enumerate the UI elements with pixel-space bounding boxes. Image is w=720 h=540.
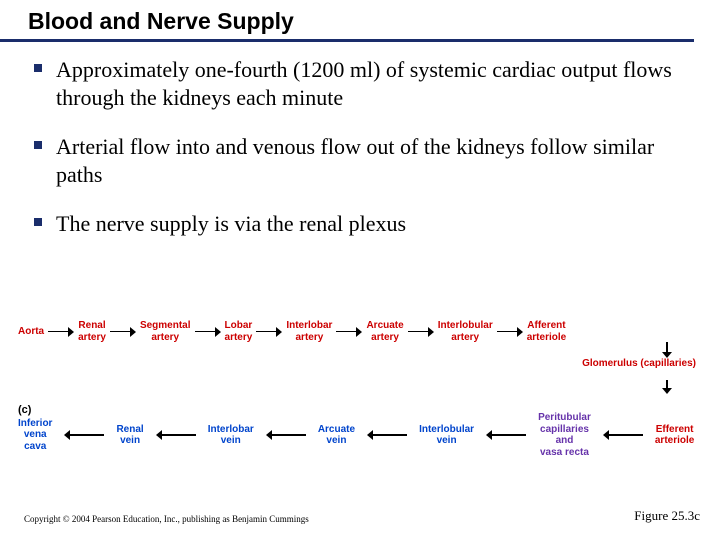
arterial-row: Aorta Renal artery Segmental artery Loba… xyxy=(18,320,702,343)
blood-flow-diagram: Aorta Renal artery Segmental artery Loba… xyxy=(18,320,702,343)
flow-node: Renal vein xyxy=(116,424,143,447)
arrow-right-icon xyxy=(48,327,74,337)
flow-node: Peritubular capillaries and vasa recta xyxy=(538,412,591,458)
arrow-right-icon xyxy=(336,327,362,337)
arrow-left-icon xyxy=(64,430,104,440)
page-title: Blood and Nerve Supply xyxy=(0,0,694,42)
arrow-left-icon xyxy=(603,430,643,440)
figure-reference: Figure 25.3c xyxy=(634,508,700,524)
flow-node: Lobar artery xyxy=(225,320,253,343)
flow-node: Aorta xyxy=(18,326,44,338)
arrow-right-icon xyxy=(195,327,221,337)
arrow-right-icon xyxy=(256,327,282,337)
flow-node: Inferior vena cava xyxy=(18,418,52,453)
flow-node: Interlobar vein xyxy=(208,424,254,447)
bullet-item: Arterial flow into and venous flow out o… xyxy=(56,133,686,188)
flow-node: Afferent arteriole xyxy=(527,320,566,343)
copyright-text: Copyright © 2004 Pearson Education, Inc.… xyxy=(24,514,309,524)
panel-label: (c) xyxy=(18,404,31,416)
arrow-right-icon xyxy=(408,327,434,337)
flow-node: Arcuate vein xyxy=(318,424,355,447)
arrow-right-icon xyxy=(110,327,136,337)
flow-node: Efferent arteriole xyxy=(655,424,694,447)
arrow-down-icon xyxy=(662,342,672,358)
arrow-left-icon xyxy=(486,430,526,440)
bullet-item: Approximately one-fourth (1200 ml) of sy… xyxy=(56,56,686,111)
flow-node: Interlobular artery xyxy=(438,320,493,343)
glomerulus-label: Glomerulus (capillaries) xyxy=(582,358,696,369)
flow-node: Segmental artery xyxy=(140,320,191,343)
arrow-right-icon xyxy=(497,327,523,337)
arrow-left-icon xyxy=(266,430,306,440)
flow-node: Interlobar artery xyxy=(286,320,332,343)
flow-node: Arcuate artery xyxy=(366,320,403,343)
arrow-left-icon xyxy=(367,430,407,440)
flow-node: Interlobular vein xyxy=(419,424,474,447)
bullet-item: The nerve supply is via the renal plexus xyxy=(56,210,686,238)
arrow-down-icon xyxy=(662,380,672,394)
arrow-left-icon xyxy=(156,430,196,440)
venous-row: Inferior vena cava Renal vein Interlobar… xyxy=(18,412,702,458)
bullet-list: Approximately one-fourth (1200 ml) of sy… xyxy=(0,42,720,238)
flow-node: Renal artery xyxy=(78,320,106,343)
